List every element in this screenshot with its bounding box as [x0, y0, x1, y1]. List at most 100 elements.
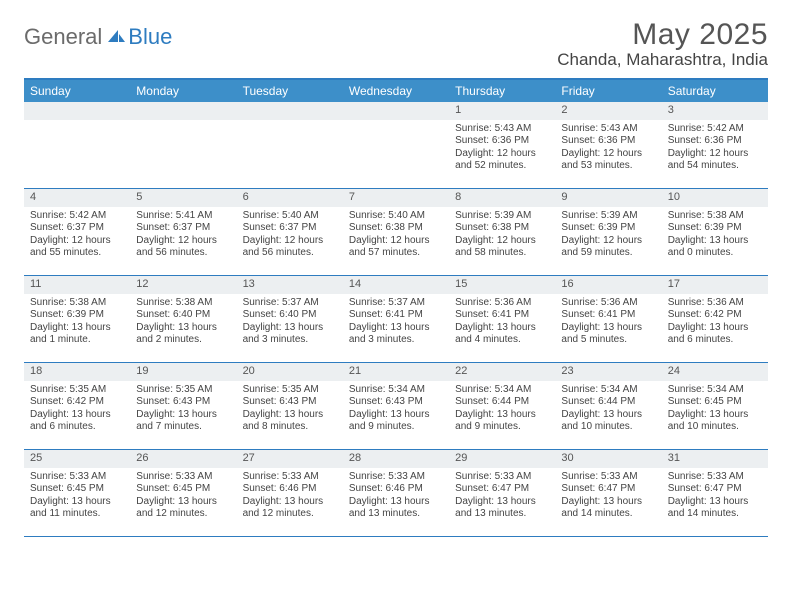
- sunset-text: Sunset: 6:45 PM: [668, 396, 762, 409]
- calendar-day-cell: 23Sunrise: 5:34 AMSunset: 6:44 PMDayligh…: [555, 363, 661, 449]
- sunrise-text: Sunrise: 5:37 AM: [349, 297, 443, 310]
- calendar-day-cell: 20Sunrise: 5:35 AMSunset: 6:43 PMDayligh…: [237, 363, 343, 449]
- daylight-text: Daylight: 13 hours and 14 minutes.: [561, 496, 655, 521]
- daylight-text: Daylight: 13 hours and 6 minutes.: [30, 409, 124, 434]
- calendar-header-cell: Sunday: [24, 80, 130, 102]
- day-number: 22: [449, 363, 555, 381]
- calendar-day-cell: 11Sunrise: 5:38 AMSunset: 6:39 PMDayligh…: [24, 276, 130, 362]
- sunrise-text: Sunrise: 5:42 AM: [30, 210, 124, 223]
- title-block: May 2025 Chanda, Maharashtra, India: [557, 18, 768, 70]
- calendar-day-cell: 27Sunrise: 5:33 AMSunset: 6:46 PMDayligh…: [237, 450, 343, 536]
- day-body: Sunrise: 5:38 AMSunset: 6:39 PMDaylight:…: [24, 294, 130, 351]
- sunrise-text: Sunrise: 5:39 AM: [455, 210, 549, 223]
- day-body: Sunrise: 5:43 AMSunset: 6:36 PMDaylight:…: [449, 120, 555, 177]
- sunset-text: Sunset: 6:47 PM: [668, 483, 762, 496]
- day-body: Sunrise: 5:36 AMSunset: 6:41 PMDaylight:…: [449, 294, 555, 351]
- calendar-day-cell: [130, 102, 236, 188]
- calendar-body: 1Sunrise: 5:43 AMSunset: 6:36 PMDaylight…: [24, 102, 768, 537]
- daylight-text: Daylight: 12 hours and 54 minutes.: [668, 148, 762, 173]
- calendar-week-row: 18Sunrise: 5:35 AMSunset: 6:42 PMDayligh…: [24, 363, 768, 450]
- daylight-text: Daylight: 13 hours and 10 minutes.: [668, 409, 762, 434]
- sunrise-text: Sunrise: 5:41 AM: [136, 210, 230, 223]
- calendar-day-cell: 21Sunrise: 5:34 AMSunset: 6:43 PMDayligh…: [343, 363, 449, 449]
- day-number: 27: [237, 450, 343, 468]
- sunset-text: Sunset: 6:44 PM: [561, 396, 655, 409]
- sunrise-text: Sunrise: 5:33 AM: [30, 471, 124, 484]
- sunset-text: Sunset: 6:43 PM: [243, 396, 337, 409]
- day-body: Sunrise: 5:42 AMSunset: 6:36 PMDaylight:…: [662, 120, 768, 177]
- daylight-text: Daylight: 12 hours and 59 minutes.: [561, 235, 655, 260]
- sunrise-text: Sunrise: 5:38 AM: [668, 210, 762, 223]
- calendar-header-cell: Monday: [130, 80, 236, 102]
- day-number: 30: [555, 450, 661, 468]
- sunset-text: Sunset: 6:47 PM: [561, 483, 655, 496]
- calendar-day-cell: 24Sunrise: 5:34 AMSunset: 6:45 PMDayligh…: [662, 363, 768, 449]
- sunrise-text: Sunrise: 5:36 AM: [561, 297, 655, 310]
- daylight-text: Daylight: 13 hours and 2 minutes.: [136, 322, 230, 347]
- daylight-text: Daylight: 12 hours and 57 minutes.: [349, 235, 443, 260]
- sunrise-text: Sunrise: 5:34 AM: [561, 384, 655, 397]
- day-body: Sunrise: 5:43 AMSunset: 6:36 PMDaylight:…: [555, 120, 661, 177]
- daylight-text: Daylight: 13 hours and 10 minutes.: [561, 409, 655, 434]
- daylight-text: Daylight: 13 hours and 1 minute.: [30, 322, 124, 347]
- calendar-day-cell: 4Sunrise: 5:42 AMSunset: 6:37 PMDaylight…: [24, 189, 130, 275]
- sunset-text: Sunset: 6:39 PM: [30, 309, 124, 322]
- day-body: Sunrise: 5:33 AMSunset: 6:47 PMDaylight:…: [555, 468, 661, 525]
- sunset-text: Sunset: 6:37 PM: [30, 222, 124, 235]
- sunset-text: Sunset: 6:43 PM: [136, 396, 230, 409]
- sunset-text: Sunset: 6:37 PM: [243, 222, 337, 235]
- daylight-text: Daylight: 13 hours and 5 minutes.: [561, 322, 655, 347]
- sunset-text: Sunset: 6:40 PM: [243, 309, 337, 322]
- calendar-day-cell: 13Sunrise: 5:37 AMSunset: 6:40 PMDayligh…: [237, 276, 343, 362]
- calendar-week-row: 1Sunrise: 5:43 AMSunset: 6:36 PMDaylight…: [24, 102, 768, 189]
- calendar-header-cell: Saturday: [662, 80, 768, 102]
- sunrise-text: Sunrise: 5:38 AM: [136, 297, 230, 310]
- daylight-text: Daylight: 12 hours and 52 minutes.: [455, 148, 549, 173]
- day-body: Sunrise: 5:37 AMSunset: 6:40 PMDaylight:…: [237, 294, 343, 351]
- daylight-text: Daylight: 13 hours and 4 minutes.: [455, 322, 549, 347]
- day-number: 1: [449, 102, 555, 120]
- sunrise-text: Sunrise: 5:40 AM: [243, 210, 337, 223]
- sunrise-text: Sunrise: 5:39 AM: [561, 210, 655, 223]
- day-number: 16: [555, 276, 661, 294]
- sunset-text: Sunset: 6:40 PM: [136, 309, 230, 322]
- sunrise-text: Sunrise: 5:33 AM: [349, 471, 443, 484]
- sunrise-text: Sunrise: 5:33 AM: [136, 471, 230, 484]
- daylight-text: Daylight: 13 hours and 12 minutes.: [136, 496, 230, 521]
- header-row: General Blue May 2025 Chanda, Maharashtr…: [24, 18, 768, 70]
- daylight-text: Daylight: 12 hours and 58 minutes.: [455, 235, 549, 260]
- calendar-day-cell: 25Sunrise: 5:33 AMSunset: 6:45 PMDayligh…: [24, 450, 130, 536]
- sunrise-text: Sunrise: 5:34 AM: [668, 384, 762, 397]
- sunset-text: Sunset: 6:47 PM: [455, 483, 549, 496]
- day-body: Sunrise: 5:41 AMSunset: 6:37 PMDaylight:…: [130, 207, 236, 264]
- day-body: Sunrise: 5:33 AMSunset: 6:46 PMDaylight:…: [343, 468, 449, 525]
- day-number: 31: [662, 450, 768, 468]
- day-body: Sunrise: 5:40 AMSunset: 6:38 PMDaylight:…: [343, 207, 449, 264]
- day-number: 7: [343, 189, 449, 207]
- day-number: 9: [555, 189, 661, 207]
- calendar: SundayMondayTuesdayWednesdayThursdayFrid…: [24, 78, 768, 537]
- day-body: Sunrise: 5:40 AMSunset: 6:37 PMDaylight:…: [237, 207, 343, 264]
- sunrise-text: Sunrise: 5:33 AM: [243, 471, 337, 484]
- sunrise-text: Sunrise: 5:38 AM: [30, 297, 124, 310]
- calendar-day-cell: 18Sunrise: 5:35 AMSunset: 6:42 PMDayligh…: [24, 363, 130, 449]
- day-number: 29: [449, 450, 555, 468]
- logo: General Blue: [24, 18, 172, 50]
- sunset-text: Sunset: 6:46 PM: [349, 483, 443, 496]
- sunset-text: Sunset: 6:37 PM: [136, 222, 230, 235]
- day-number: 15: [449, 276, 555, 294]
- calendar-day-cell: 19Sunrise: 5:35 AMSunset: 6:43 PMDayligh…: [130, 363, 236, 449]
- daylight-text: Daylight: 13 hours and 9 minutes.: [349, 409, 443, 434]
- calendar-day-cell: 29Sunrise: 5:33 AMSunset: 6:47 PMDayligh…: [449, 450, 555, 536]
- sunset-text: Sunset: 6:41 PM: [349, 309, 443, 322]
- sunset-text: Sunset: 6:45 PM: [30, 483, 124, 496]
- day-number: [237, 102, 343, 120]
- sunrise-text: Sunrise: 5:33 AM: [561, 471, 655, 484]
- daylight-text: Daylight: 13 hours and 11 minutes.: [30, 496, 124, 521]
- daylight-text: Daylight: 12 hours and 55 minutes.: [30, 235, 124, 260]
- day-number: [343, 102, 449, 120]
- day-body: Sunrise: 5:35 AMSunset: 6:43 PMDaylight:…: [130, 381, 236, 438]
- day-number: 21: [343, 363, 449, 381]
- sunset-text: Sunset: 6:42 PM: [668, 309, 762, 322]
- daylight-text: Daylight: 13 hours and 7 minutes.: [136, 409, 230, 434]
